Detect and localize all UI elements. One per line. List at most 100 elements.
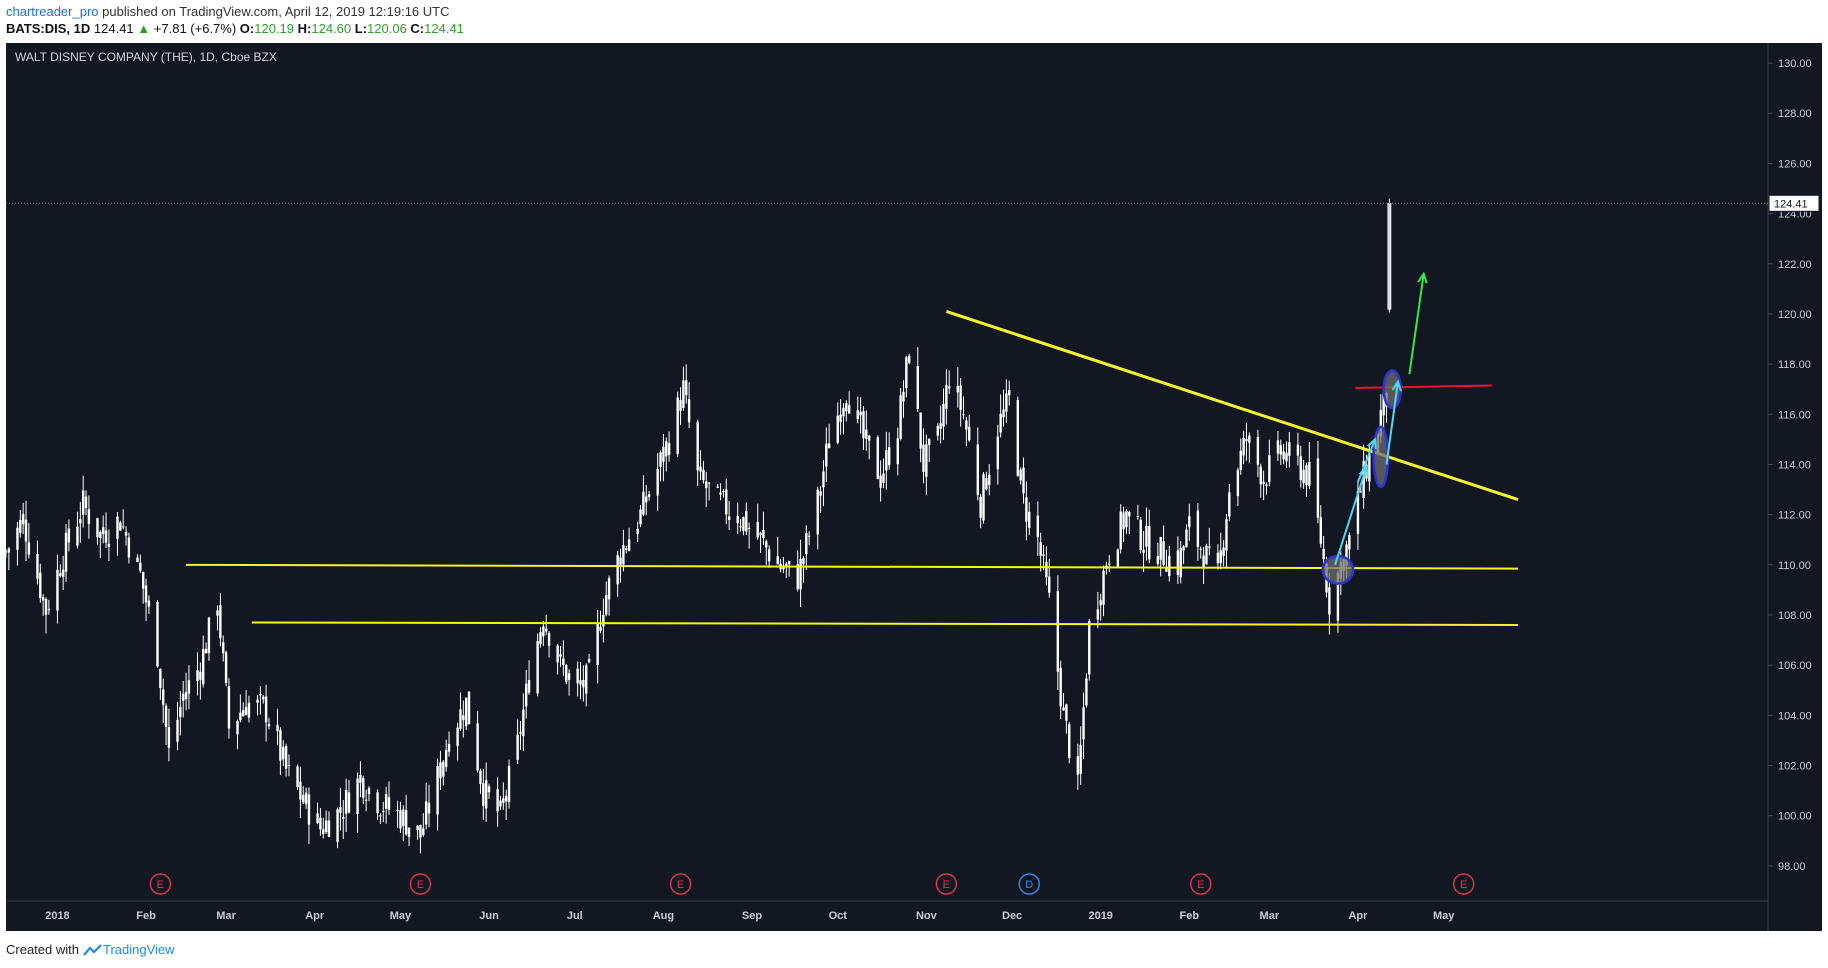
candle-body: [1142, 549, 1145, 553]
time-tick-label: Oct: [829, 910, 848, 922]
tradingview-link[interactable]: TradingView: [83, 942, 175, 957]
last-price-tag: [1768, 194, 1820, 212]
high-value: 124.60: [311, 21, 352, 36]
candle-body: [539, 632, 542, 645]
candle-body: [1282, 451, 1285, 460]
candle-body: [667, 443, 671, 455]
candle-body: [905, 357, 908, 389]
time-tick-label: May: [390, 910, 412, 922]
footer: Created with TradingView: [6, 942, 175, 957]
candle-body: [842, 407, 845, 417]
highlight-ellipse: [1321, 554, 1355, 585]
candle-body: [1268, 455, 1271, 483]
candle-body: [845, 403, 848, 412]
candle-body: [599, 626, 602, 631]
candle-body: [687, 399, 691, 423]
event-marker-label: E: [943, 879, 950, 891]
candle-body: [1028, 511, 1031, 528]
candle-body: [1359, 491, 1362, 493]
candle-body: [1296, 444, 1300, 456]
candle-body: [216, 610, 219, 616]
candle-body: [119, 522, 122, 531]
candle-body: [61, 569, 65, 577]
candle-body: [1259, 466, 1262, 485]
earnings-marker: [1190, 873, 1212, 895]
candle-body: [1148, 526, 1151, 560]
open-value: 120.19: [254, 21, 295, 36]
candle-body: [785, 563, 788, 566]
candle-body: [562, 658, 565, 666]
time-tick-label: Sep: [742, 910, 762, 922]
candle-body: [1125, 511, 1128, 528]
candle-body: [702, 469, 705, 481]
candle-body: [279, 729, 282, 761]
candle-body: [847, 405, 851, 414]
price-chart[interactable]: WALT DISNEY COMPANY (THE), 1D, Cboe BZX …: [6, 43, 1822, 931]
candle-body: [545, 628, 548, 632]
candle-body: [104, 530, 108, 543]
published-text: published on TradingView.com, April 12, …: [102, 4, 450, 19]
candle-body: [207, 617, 211, 654]
candle-body: [476, 723, 479, 771]
candle-body: [1136, 516, 1140, 518]
candle-body: [639, 509, 642, 525]
candle-body: [836, 415, 839, 443]
candle-body: [1168, 555, 1171, 577]
candle-body: [247, 702, 251, 718]
candle-body: [1002, 409, 1005, 418]
candle-body: [622, 545, 625, 565]
candle-body: [1099, 600, 1102, 606]
price-tick-label: 98.00: [1778, 861, 1806, 873]
candle-body: [1387, 202, 1392, 310]
candle-body: [56, 569, 59, 611]
candle-body: [204, 648, 208, 654]
time-tick-label: Dec: [1002, 910, 1022, 922]
candle-body: [928, 438, 931, 445]
candle-body: [524, 683, 528, 707]
tradingview-brand: TradingView: [102, 942, 175, 957]
candle-body: [1196, 510, 1200, 547]
candle-body: [387, 797, 391, 810]
candle-body: [442, 761, 445, 777]
candle-body: [839, 414, 842, 423]
candle-body: [256, 699, 259, 703]
candle-body: [159, 668, 162, 688]
candle-body: [1116, 549, 1120, 568]
candle-body: [1285, 452, 1288, 462]
candle-body: [356, 778, 359, 815]
price-tick-label: 102.00: [1778, 761, 1812, 773]
candle-body: [327, 820, 331, 838]
author-link[interactable]: chartreader_pro: [6, 4, 99, 19]
candle-body: [885, 450, 888, 471]
candle-body: [144, 585, 148, 603]
candle-body: [1022, 467, 1025, 494]
candle-body: [1302, 469, 1305, 484]
candle-body: [496, 789, 499, 812]
candle-body: [625, 548, 628, 550]
candle-body: [1228, 492, 1231, 517]
candle-body: [807, 535, 811, 537]
candle-body: [416, 825, 419, 830]
candle-body: [184, 692, 188, 700]
candle-body: [1068, 724, 1071, 759]
candle-body: [364, 799, 368, 801]
candle-body: [942, 403, 945, 427]
candle-body: [882, 473, 885, 483]
candle-body: [899, 395, 902, 439]
time-tick-label: Feb: [136, 910, 156, 922]
candle-body: [379, 815, 382, 817]
candle-body: [1102, 570, 1105, 605]
candle-body: [759, 532, 762, 536]
candle-body: [896, 438, 899, 465]
candle-body: [739, 526, 742, 528]
candle-body: [224, 652, 228, 684]
candle-body: [979, 496, 982, 518]
candle-body: [164, 705, 168, 727]
candle-body: [376, 792, 379, 814]
candle-body: [985, 478, 988, 490]
descending-trendline-line: [945, 310, 1519, 502]
change-value: +7.81 (+6.7%): [153, 21, 237, 36]
candle-body: [659, 452, 662, 467]
time-tick-label: Feb: [1180, 910, 1200, 922]
